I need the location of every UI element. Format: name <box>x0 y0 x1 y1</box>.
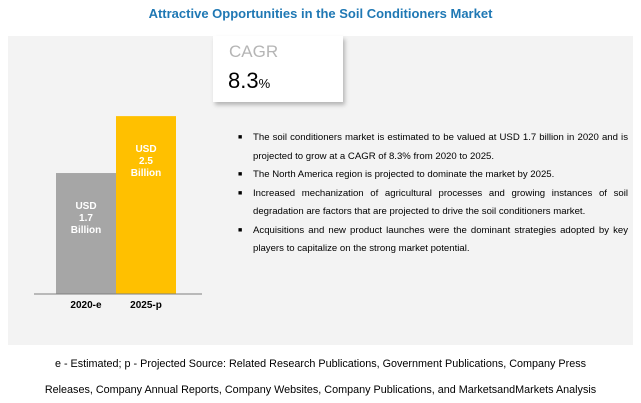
data-label: 1.7 <box>79 213 93 224</box>
x-tick-label: 2025-p <box>130 300 162 311</box>
cagr-label: CAGR <box>229 42 279 61</box>
cagr-number: 8.3 <box>228 68 259 93</box>
bullet-item: ■ Acquisitions and new product launches w… <box>236 222 628 259</box>
bullet-icon: ■ <box>238 226 243 234</box>
data-label: USD <box>75 201 96 212</box>
data-label: USD <box>135 144 156 155</box>
bullet-item: ■ The North America region is projected t… <box>236 166 628 185</box>
bar-2020-e <box>56 173 116 294</box>
bullet-item: ■ Increased mechanization of agricultural… <box>236 185 628 222</box>
cagr-unit: % <box>258 76 271 91</box>
data-label: 2.5 <box>139 156 153 167</box>
bullet-text: Increased mechanization of agricultural … <box>253 187 628 218</box>
data-label: Billion <box>131 168 162 179</box>
bullet-text: The North America region is projected to… <box>253 169 555 180</box>
bullet-item: ■ The soil conditioners market is estimat… <box>236 129 628 166</box>
cagr-box: CAGR 8.3% <box>213 36 343 102</box>
bullet-icon: ■ <box>238 189 243 197</box>
bullet-text: Acquisitions and new product launches we… <box>253 224 628 255</box>
x-tick-label: 2020-e <box>70 300 102 311</box>
bullet-icon: ■ <box>238 134 243 141</box>
cagr-value: 8.3% <box>228 68 270 94</box>
bar-2025-p <box>116 116 176 294</box>
source-line-1: e - Estimated; p - Projected Source: Rel… <box>54 358 587 370</box>
bullet-text: The soil conditioners market is estimate… <box>253 132 628 162</box>
infographic-panel: CAGR 8.3% USD 1.7 Billion 2020-e USD 2.5 Billi… <box>8 36 633 345</box>
bullet-icon: ■ <box>238 171 243 178</box>
data-label: Billion <box>71 225 102 236</box>
page-title: Attractive Opportunities in the Soil Con… <box>148 6 493 21</box>
key-points-list: ■ The soil conditioners market is estimat… <box>236 129 628 259</box>
source-line-2: Releases, Company Annual Reports, Compan… <box>44 384 597 396</box>
source-note: e - Estimated; p - Projected Source: Rel… <box>0 351 641 403</box>
